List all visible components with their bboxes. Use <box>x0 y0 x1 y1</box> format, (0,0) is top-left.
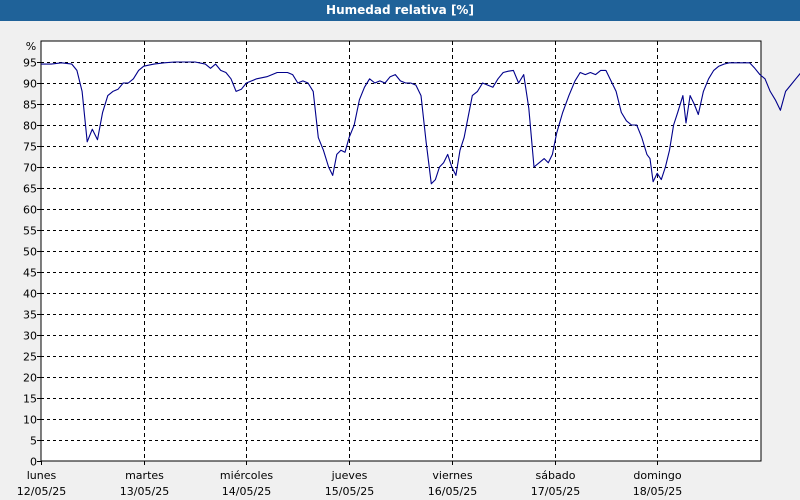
series-layer <box>41 61 800 185</box>
x-tick-weekday: viernes <box>432 469 472 482</box>
y-axis-unit-label: % <box>26 40 36 53</box>
y-tick-label: 75 <box>23 141 37 154</box>
x-tick-weekday: sábado <box>536 469 576 482</box>
x-tick-date: 13/05/25 <box>120 485 169 498</box>
humidity-series-line <box>41 61 800 185</box>
x-tick-weekday: domingo <box>633 469 681 482</box>
x-tick-date: 17/05/25 <box>531 485 580 498</box>
y-tick-label: 90 <box>23 78 37 91</box>
x-tick-date: 12/05/25 <box>17 485 66 498</box>
y-tick-label: 60 <box>23 204 37 217</box>
y-tick-label: 0 <box>30 456 37 469</box>
y-tick-label: 40 <box>23 288 37 301</box>
x-tick-date: 18/05/25 <box>633 485 682 498</box>
y-tick-label: 70 <box>23 162 37 175</box>
x-tick-weekday: lunes <box>27 469 57 482</box>
y-tick-label: 20 <box>23 372 37 385</box>
y-tick-label: 5 <box>30 435 37 448</box>
x-tick-date: 16/05/25 <box>428 485 477 498</box>
y-tick-label: 50 <box>23 246 37 259</box>
y-tick-label: 25 <box>23 351 37 364</box>
y-tick-label: 85 <box>23 99 37 112</box>
x-tick-weekday: martes <box>125 469 164 482</box>
y-tick-label: 65 <box>23 183 37 196</box>
y-tick-label: 55 <box>23 225 37 238</box>
grid-lines <box>41 41 761 461</box>
y-tick-label: 35 <box>23 309 37 322</box>
x-axis-ticks: lunes 12/05/25 martes 13/05/25 miércoles 14/0… <box>17 461 682 498</box>
y-tick-label: 30 <box>23 330 37 343</box>
x-tick-date: 15/05/25 <box>325 485 374 498</box>
x-tick-weekday: jueves <box>331 469 368 482</box>
y-tick-label: 95 <box>23 57 37 70</box>
x-tick-weekday: miércoles <box>220 469 273 482</box>
y-tick-label: 45 <box>23 267 37 280</box>
y-tick-label: 80 <box>23 120 37 133</box>
y-axis-ticks: 0 5 10 15 20 25 30 35 40 45 50 55 60 65 70 75 80 85 90 95 <box>23 57 41 469</box>
y-tick-label: 10 <box>23 414 37 427</box>
chart-title: Humedad relativa [%] <box>0 0 800 21</box>
x-tick-date: 14/05/25 <box>222 485 271 498</box>
y-tick-label: 15 <box>23 393 37 406</box>
